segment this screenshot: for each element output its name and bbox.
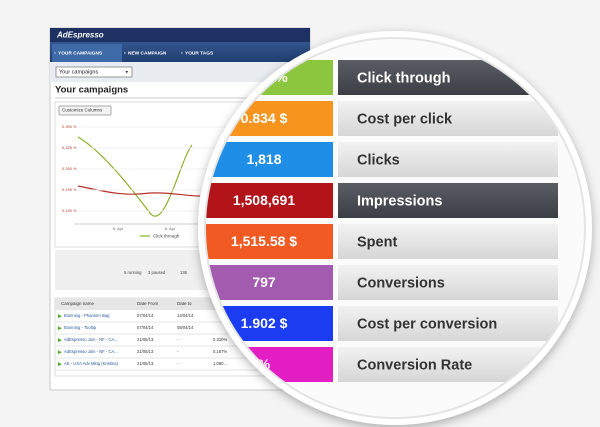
metric-value: 797	[252, 274, 276, 290]
active-tab[interactable]	[52, 44, 122, 62]
table-cell: 21/05/13	[137, 349, 154, 354]
table-cell: 21/05/13	[137, 361, 154, 366]
table-cell: -	[177, 361, 179, 366]
page-heading: Your campaigns	[55, 85, 128, 96]
metric-label-box	[338, 265, 558, 300]
metric-value-box	[205, 142, 333, 177]
table-cell: AE - USA Adv Mktg (Kristina)	[64, 361, 119, 366]
chart-y-label: 0.195 %	[62, 187, 77, 192]
table-cell: -	[177, 337, 179, 342]
nav-tab[interactable]: YOUR TAGS	[185, 50, 214, 56]
chart-x-label: 5. Apr	[113, 226, 124, 231]
chart-x-label: 6. Apr	[165, 226, 176, 231]
chart-y-label: 0.130 %	[62, 208, 77, 213]
chart-y-label: 0.325 %	[62, 145, 77, 150]
metric-label: Impressions	[357, 193, 442, 209]
nav-tab[interactable]: YOUR CAMPAIGNS	[58, 50, 103, 56]
table-column: Date From	[137, 301, 159, 306]
table-cell: 0.167%	[213, 349, 227, 354]
metric-label: Spent	[357, 234, 397, 250]
metric-label: Click through	[357, 70, 450, 86]
metric-value: 0.834 $	[241, 110, 288, 126]
table-cell: 07/04/14	[137, 313, 154, 318]
header-bar	[50, 28, 310, 42]
play-icon: ▶	[58, 325, 62, 331]
metric-value-box	[205, 224, 333, 259]
table-cell: 21/05/13	[137, 337, 154, 342]
status-item: 136	[180, 270, 188, 275]
metric-label-box	[338, 224, 558, 259]
table-cell: 14/04/14	[177, 313, 194, 318]
chart-line-green	[77, 136, 193, 217]
table-column: Campaign name	[61, 301, 95, 306]
nav-icon: ▪	[181, 50, 183, 56]
table-cell: 0.310%	[213, 337, 227, 342]
status-item: 3 paused	[148, 270, 166, 275]
table-cell: 1,080...	[213, 361, 227, 366]
play-icon: ▶	[58, 313, 62, 319]
metric-value: 1,818	[246, 151, 281, 167]
metric-value: 1.902 $	[241, 315, 288, 331]
nav-icon: ▪	[124, 50, 126, 56]
metric-label-box	[338, 183, 558, 218]
table-cell: Bionning - Tooltip	[64, 325, 97, 330]
metric-value: 1,515.58 $	[231, 233, 297, 249]
metric-label: Clicks	[357, 152, 400, 168]
customize-button[interactable]	[58, 105, 112, 116]
table-cell: 07/04/14	[137, 325, 154, 330]
metric-value-box	[205, 183, 333, 218]
chart-y-label: 0.260 %	[62, 166, 77, 171]
legend-text: Click through	[153, 234, 180, 239]
play-icon: ▶	[58, 361, 62, 367]
table-cell: -	[177, 349, 179, 354]
table-cell: AdEspresso Join - NF - CA...	[64, 349, 118, 354]
metric-label-box	[338, 306, 558, 341]
customize-button-text: Customize Columns	[62, 108, 103, 113]
lens-inner-edge	[204, 37, 586, 419]
metric-value-box	[205, 265, 333, 300]
play-icon: ▶	[58, 337, 62, 343]
dropdown[interactable]	[55, 66, 133, 78]
table-cell: 08/04/14	[177, 325, 194, 330]
status-item: 5 running	[124, 270, 142, 275]
dropdown-arrow: ▾	[125, 69, 128, 75]
table-cell: AdEspresso Join - NF - CA...	[64, 337, 118, 342]
metric-label-box	[338, 101, 558, 136]
metric-label: Conversion Rate	[357, 357, 472, 373]
metric-label: Conversions	[357, 275, 445, 291]
table-column: Date to	[177, 301, 192, 306]
metric-label: Cost per click	[357, 111, 453, 127]
metric-label-box	[338, 142, 558, 177]
nav-tab[interactable]: NEW CAMPAIGN	[128, 50, 167, 56]
logo: AdEspresso	[56, 31, 104, 40]
dropdown-text: Your campaigns	[59, 69, 98, 75]
play-icon: ▶	[58, 349, 62, 355]
table-cell: Bionning - Phantom Bag	[64, 313, 110, 318]
chart-y-label: 0.390 %	[62, 124, 77, 129]
metric-label: Cost per conversion	[357, 316, 497, 332]
nav-icon: ▪	[54, 50, 56, 56]
metric-value: 1,508,691	[233, 192, 295, 208]
